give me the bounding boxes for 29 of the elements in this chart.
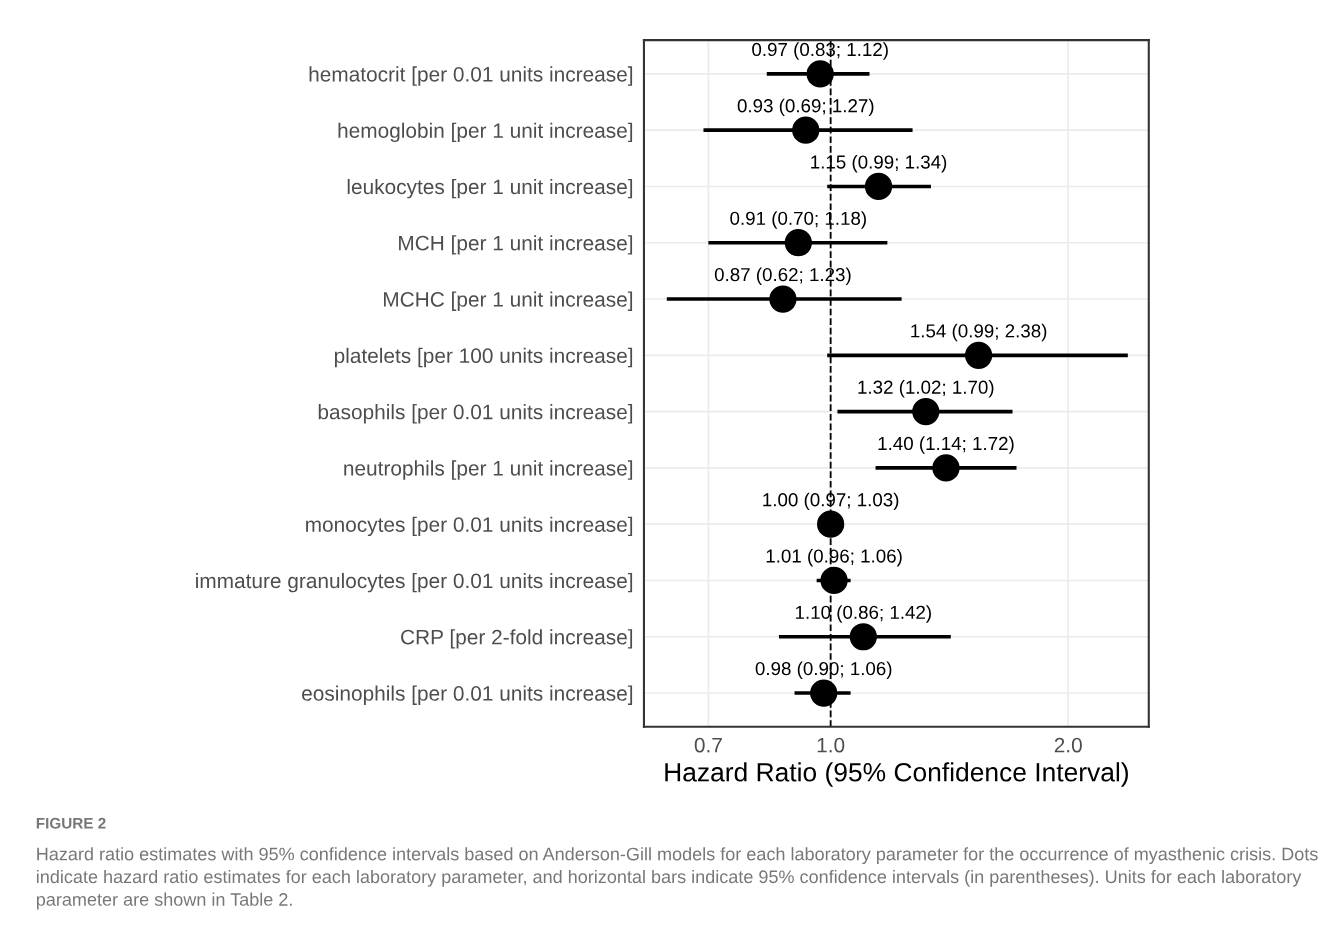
x-tick-label: 0.7 <box>694 737 722 753</box>
y-tick-label: eosinophils [per 0.01 units increase] <box>302 685 633 705</box>
data-label: 0.98 (0.90; 1.06) <box>755 661 892 679</box>
y-tick-label: leukocytes [per 1 unit increase] <box>347 178 633 199</box>
x-axis-title: Hazard Ratio (95% Confidence Interval) <box>665 762 1128 787</box>
y-tick-label: hematocrit [per 0.01 units increase] <box>309 66 633 86</box>
data-label: 1.00 (0.97; 1.03) <box>763 492 899 511</box>
y-tick-label: platelets [per 100 units increase] <box>334 347 633 368</box>
y-tick-label: hemoglobin [per 1 unit increase] <box>338 122 633 143</box>
data-label: 0.87 (0.62; 1.23) <box>714 267 851 285</box>
y-tick-label: MCH [per 1 unit increase] <box>399 235 633 255</box>
data-label: 1.32 (1.02; 1.70) <box>858 380 994 398</box>
data-label: 0.91 (0.70; 1.18) <box>730 211 866 229</box>
y-tick-label: monocytes [per 0.01 units increase] <box>306 516 633 537</box>
x-tick-label: 1.0 <box>817 737 845 753</box>
data-label: 1.40 (1.14; 1.72) <box>878 436 1014 454</box>
y-tick-label: CRP [per 2-fold increase] <box>401 629 633 649</box>
y-tick-label: MCHC [per 1 unit increase] <box>384 291 633 311</box>
y-tick-label: neutrophils [per 1 unit increase] <box>344 460 633 480</box>
caption: FIGURE 2 <box>36 817 106 829</box>
data-label: 0.93 (0.69; 1.27) <box>737 98 874 117</box>
y-tick-label: immature granulocytes [per 0.01 units increase] <box>196 572 633 593</box>
data-label: 0.97 (0.83; 1.12) <box>752 42 888 60</box>
data-label: 1.10 (0.86; 1.42) <box>795 605 931 623</box>
x-tick-label: 2.0 <box>1054 737 1082 753</box>
data-label: 1.01 (0.96; 1.06) <box>766 548 902 567</box>
y-tick-label: basophils [per 0.01 units increase] <box>318 404 633 424</box>
data-label: 1.54 (0.99; 2.38) <box>911 323 1047 342</box>
text: Hazard ratio estimates with 95% confidence intervals based on Anderson-Gill models for each laboratory parameter for the occurrence of myasthenic crisis. Dots indicate hazard ratio estimates for each laboratory parameter, and horizontal bars indicate 95% confidence intervals (in parentheses). Units for each laboratory parameter are shown in Table 2. <box>36 847 1318 910</box>
